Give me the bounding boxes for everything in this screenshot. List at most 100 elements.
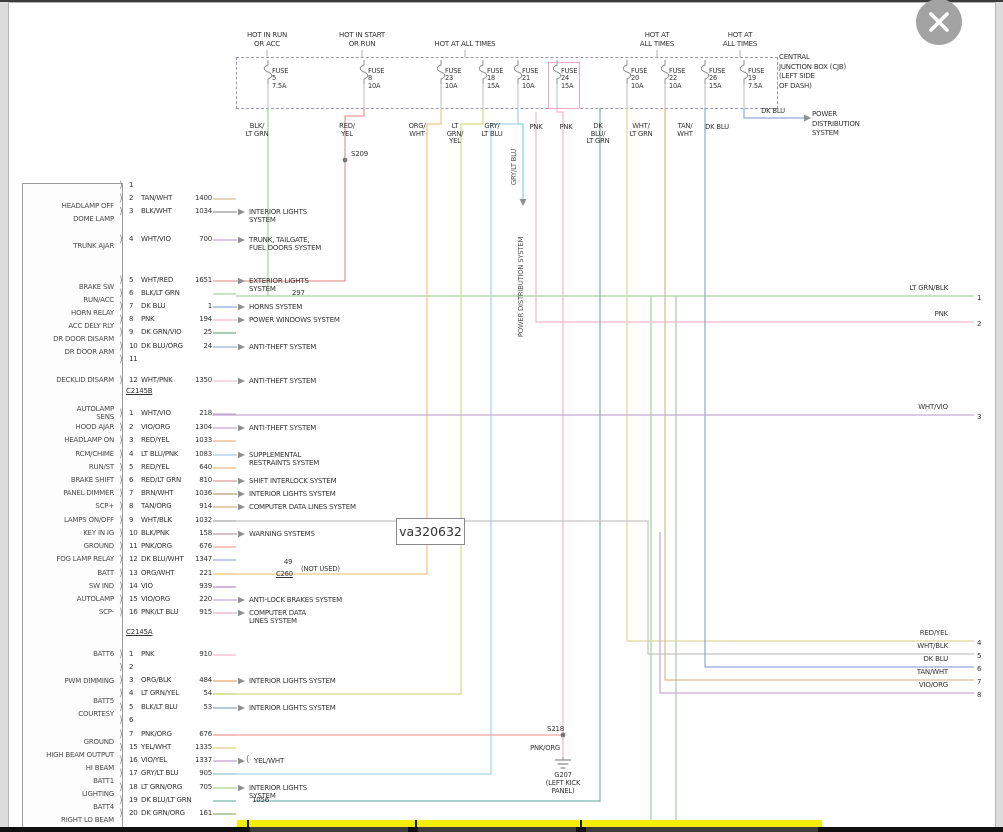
wire-name: DK GRN/ORG	[141, 809, 185, 817]
circuit-number: 810	[199, 476, 212, 484]
pin-bracket: )	[119, 501, 123, 512]
wire-name: WHT/PNK	[141, 376, 173, 384]
pin-bracket: )	[119, 688, 123, 699]
circuit-number: 1651	[194, 276, 212, 284]
pin-bracket: )	[119, 702, 123, 713]
pin-bracket: )	[119, 180, 123, 191]
fuse-label: FUSE 8 10A	[368, 67, 385, 90]
circuit-number: 1083	[194, 450, 212, 458]
pin-bracket: )	[119, 435, 123, 446]
wire-name: VIO	[141, 582, 153, 590]
pin-bracket: )	[119, 768, 123, 779]
circuit-number: 915	[199, 608, 212, 616]
pin-bracket: )	[119, 408, 123, 419]
pin-bracket: )	[119, 795, 123, 806]
pin-bracket: )	[119, 515, 123, 526]
fuse-label: FUSE 26 15A	[709, 67, 726, 90]
connector-pin-function: GROUND	[83, 542, 115, 550]
pin-number: 4	[129, 689, 134, 697]
highlight-bar-tick	[247, 820, 249, 827]
pin-number: 5	[129, 276, 134, 284]
wire-name: WHT/VIO	[141, 409, 171, 417]
right-pin-number: 3	[977, 413, 982, 421]
pin-bracket: )	[119, 528, 123, 539]
wire-name: ORG/WHT	[141, 569, 175, 577]
circuit-number: 1034	[194, 207, 212, 215]
bottom-toolbar-segment	[250, 827, 408, 832]
pin-number: 6	[129, 716, 134, 724]
pin-number: 5	[129, 463, 134, 471]
wire-name: GRY/LT BLU	[141, 769, 179, 777]
wire-color-label: DK BLU	[761, 107, 785, 115]
pin-bracket: )	[119, 662, 123, 673]
wire-color-label: BLK/ LT GRN	[245, 122, 269, 138]
wire-name: BLK/PNK	[141, 529, 170, 537]
circuit-number: 939	[199, 582, 212, 590]
wire-color-label: GRY/ LT BLU	[481, 122, 503, 138]
pin-bracket: )	[119, 288, 123, 299]
wire-name: PNK/ORG	[141, 730, 172, 738]
connector-pin-function: DOME LAMP	[73, 215, 114, 223]
pin-bracket: )	[119, 206, 123, 217]
pin-bracket: )	[119, 301, 123, 312]
pin-bracket: )	[119, 449, 123, 460]
system-label: WARNING SYSTEMS	[249, 530, 315, 538]
system-label: ANTI-THEFT SYSTEM	[249, 424, 317, 432]
pin-number: 11	[129, 355, 138, 363]
circuit-number: 297	[292, 289, 305, 297]
connector-pin-function: HI BEAM	[85, 764, 114, 772]
system-label: COMPUTER DATA LINES SYSTEM	[249, 609, 307, 626]
connector-pin-function: TRUNK AJAR	[73, 242, 114, 250]
circuit-number: 1	[207, 302, 212, 310]
pin-number: 7	[129, 730, 134, 738]
pin-number: 13	[129, 569, 138, 577]
circuit-number: 910	[199, 650, 212, 658]
system-label: ANTI-LOCK BRAKES SYSTEM	[249, 596, 342, 604]
pin-bracket: )	[119, 554, 123, 565]
connector-pin-function: BATT5	[93, 697, 114, 705]
wire-name: PNK	[141, 315, 155, 323]
wire-name: VIO/YEL	[141, 756, 167, 764]
pin-number: 20	[129, 809, 138, 817]
pin-number: 10	[129, 529, 138, 537]
circuit-number: 1337	[194, 756, 212, 764]
connector-pin-function: HOOD AJAR	[75, 423, 115, 431]
wire-name: DK BLU/WHT	[141, 555, 184, 563]
connector-half-bracket: (	[246, 755, 250, 765]
highlight-bar-tick	[580, 820, 582, 827]
splice-label: S209	[351, 150, 369, 158]
circuit-number: 25	[203, 328, 212, 336]
system-label: EXTERIOR LIGHTS SYSTEM	[249, 277, 309, 294]
bottom-toolbar-segment	[586, 827, 818, 832]
wire-name: LT GRN/YEL	[141, 689, 179, 697]
right-pin-number: 7	[977, 678, 982, 686]
pin-bracket: )	[119, 314, 123, 325]
right-wire-label: PNK	[934, 310, 949, 318]
highlight-bar-tick	[415, 820, 417, 827]
wire-color-label: PNK	[529, 123, 543, 131]
system-label: ANTI-THEFT SYSTEM	[249, 377, 317, 385]
connector-pin-function: AUTOLAMP SENS	[76, 405, 114, 421]
connector-pin-function: LIGHTING	[81, 790, 114, 798]
wire-name: PNK	[141, 650, 155, 658]
pin-bracket: )	[119, 354, 123, 365]
pin-number: 1	[129, 650, 134, 658]
wire-name: LT GRN/ORG	[141, 783, 183, 791]
connector-pin-function: BRAKE SHIFT	[70, 476, 114, 484]
annotation: PNK/ORG	[530, 744, 560, 752]
pin-number: 4	[129, 450, 134, 458]
wire-color-label: DK BLU/ LT GRN	[586, 122, 610, 146]
pin-bracket: )	[119, 675, 123, 686]
pin-bracket: )	[119, 462, 123, 473]
pin-bracket: )	[119, 607, 123, 618]
right-pin-number: 4	[977, 639, 982, 647]
close-button[interactable]	[916, 0, 962, 45]
circuit-number: 640	[199, 463, 212, 471]
circuit-number: 161	[199, 809, 212, 817]
pin-bracket: )	[119, 422, 123, 433]
pin-number: 10	[129, 342, 138, 350]
right-pin-number: 6	[977, 665, 982, 673]
circuit-number: 1056	[252, 796, 270, 804]
pin-bracket: )	[119, 581, 123, 592]
